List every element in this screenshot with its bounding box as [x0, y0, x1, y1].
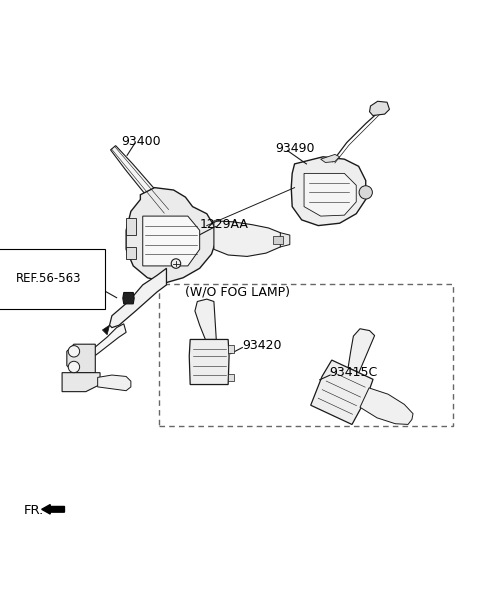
- Text: 93490: 93490: [276, 142, 315, 155]
- Polygon shape: [291, 157, 366, 226]
- Polygon shape: [321, 154, 340, 162]
- Circle shape: [359, 186, 372, 199]
- Polygon shape: [189, 339, 229, 385]
- Polygon shape: [67, 344, 96, 373]
- Text: 93420: 93420: [242, 339, 282, 352]
- Polygon shape: [126, 188, 216, 283]
- Text: 93400: 93400: [121, 134, 161, 148]
- Circle shape: [171, 259, 180, 268]
- FancyBboxPatch shape: [159, 285, 454, 426]
- Bar: [126, 247, 136, 259]
- Polygon shape: [123, 292, 134, 304]
- Text: 93415C: 93415C: [329, 366, 377, 379]
- Polygon shape: [280, 233, 290, 247]
- Polygon shape: [214, 221, 283, 256]
- Polygon shape: [311, 360, 373, 425]
- Text: REF.56-563: REF.56-563: [16, 272, 82, 285]
- Polygon shape: [360, 388, 413, 425]
- FancyArrow shape: [42, 505, 64, 514]
- Bar: [273, 236, 283, 244]
- Circle shape: [68, 361, 80, 373]
- Polygon shape: [110, 145, 171, 216]
- Polygon shape: [370, 101, 389, 116]
- Text: 1229AA: 1229AA: [200, 218, 249, 231]
- Polygon shape: [102, 325, 109, 335]
- Polygon shape: [304, 174, 356, 216]
- Polygon shape: [109, 268, 167, 327]
- Polygon shape: [97, 375, 131, 391]
- Bar: [126, 218, 136, 235]
- Text: FR.: FR.: [24, 504, 44, 517]
- Polygon shape: [78, 324, 126, 365]
- Text: (W/O FOG LAMP): (W/O FOG LAMP): [185, 285, 290, 298]
- Bar: [228, 345, 234, 353]
- Polygon shape: [62, 373, 100, 391]
- Polygon shape: [195, 299, 216, 339]
- Polygon shape: [348, 329, 374, 373]
- Bar: [228, 374, 234, 381]
- Polygon shape: [143, 216, 200, 266]
- Circle shape: [68, 346, 80, 357]
